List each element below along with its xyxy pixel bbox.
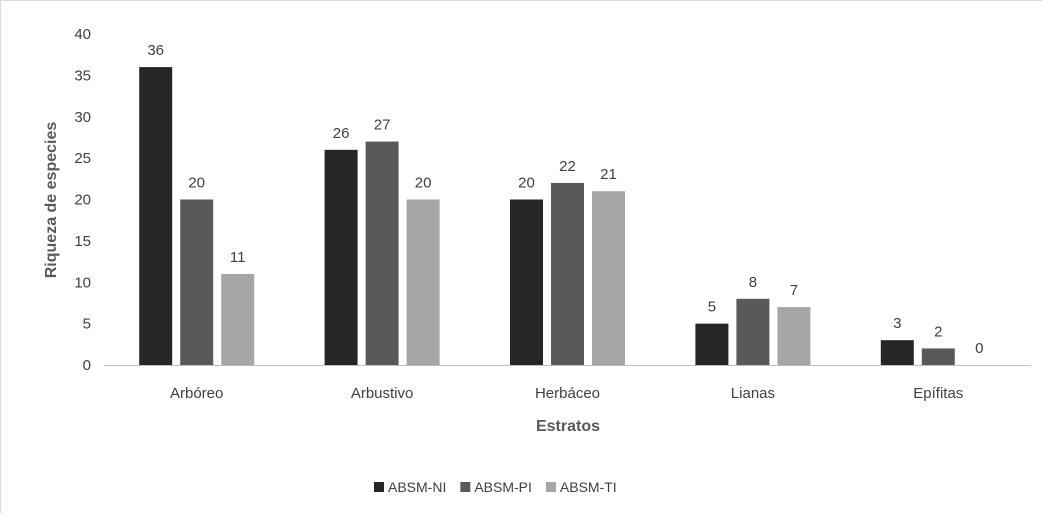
bars-group — [139, 67, 955, 365]
bar — [921, 348, 955, 365]
x-tick-label: Epífitas — [913, 385, 963, 402]
bar — [777, 307, 811, 365]
y-tick-label: 25 — [74, 150, 91, 167]
legend-label: ABSM-PI — [474, 479, 532, 495]
data-label: 2 — [934, 323, 942, 340]
y-tick-label: 5 — [83, 316, 91, 333]
bar — [736, 298, 770, 365]
data-label: 36 — [147, 42, 164, 59]
data-label: 8 — [749, 274, 757, 291]
bar — [221, 273, 255, 365]
data-label: 20 — [415, 175, 432, 192]
bar — [510, 199, 543, 365]
y-tick-label: 30 — [74, 109, 91, 126]
bar — [592, 191, 625, 365]
legend-swatch — [545, 482, 556, 492]
y-axis-title: Riqueza de especies — [43, 122, 60, 279]
bar — [365, 141, 399, 365]
y-tick-label: 15 — [74, 233, 91, 250]
x-tick-label: Arbustivo — [351, 385, 414, 402]
data-label: 26 — [333, 125, 350, 142]
legend: ABSM-NI ABSM-PI ABSM-TI — [374, 479, 617, 495]
x-tick-label: Herbáceo — [535, 385, 600, 402]
data-label: 5 — [708, 299, 716, 316]
data-label: 21 — [600, 166, 617, 183]
x-axis-ticks: Arbóreo Arbustivo Herbáceo Lianas Epífitas — [170, 385, 963, 402]
x-axis-title: Estratos — [536, 418, 600, 435]
legend-swatch — [374, 482, 384, 492]
bar — [695, 323, 729, 365]
data-label: 0 — [975, 340, 983, 357]
y-tick-label: 0 — [83, 357, 91, 374]
bar — [880, 340, 914, 365]
bar — [324, 149, 358, 365]
y-tick-label: 10 — [74, 274, 91, 291]
y-tick-label: 40 — [74, 26, 91, 43]
legend-label: ABSM-TI — [560, 479, 617, 495]
data-label: 27 — [374, 117, 391, 134]
bar — [180, 199, 214, 365]
x-tick-label: Lianas — [731, 385, 775, 402]
data-label: 22 — [559, 158, 576, 175]
y-tick-label: 20 — [74, 192, 91, 209]
y-tick-label: 35 — [74, 67, 91, 84]
data-label: 20 — [518, 175, 535, 192]
x-tick-label: Arbóreo — [170, 385, 223, 402]
data-label: 3 — [893, 315, 901, 332]
data-label: 11 — [230, 249, 246, 266]
y-axis-ticks: 0 5 10 15 20 25 30 35 40 — [74, 26, 91, 374]
bar — [551, 182, 584, 365]
legend-label: ABSM-NI — [388, 479, 446, 495]
data-label: 7 — [790, 282, 798, 299]
bar — [139, 67, 173, 365]
bar — [406, 199, 440, 365]
legend-swatch — [460, 482, 471, 492]
data-label: 20 — [188, 175, 205, 192]
